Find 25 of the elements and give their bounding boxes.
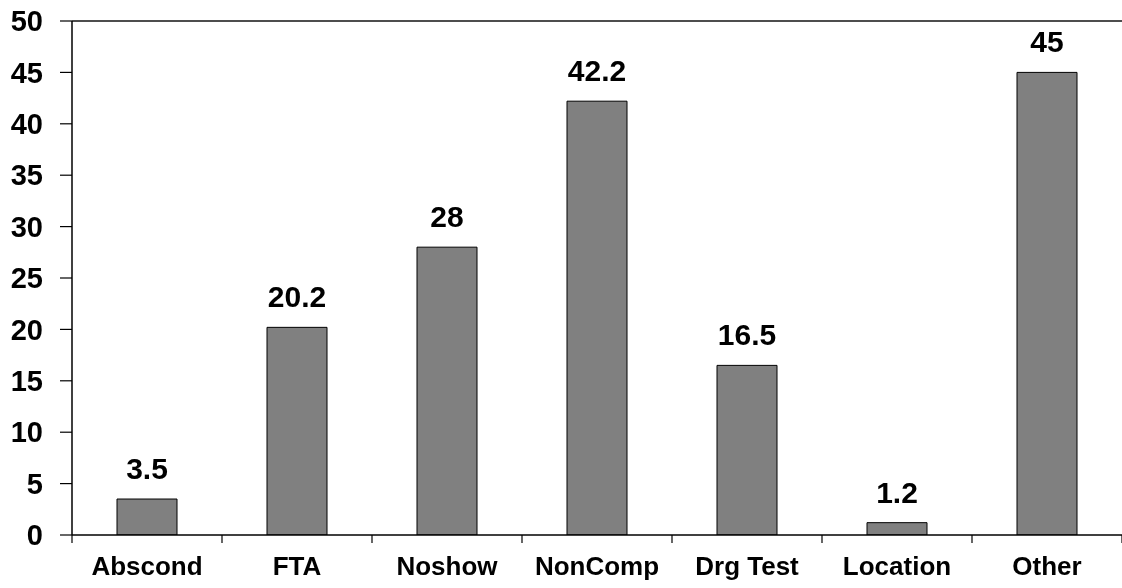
x-tick-label: Location	[842, 551, 952, 582]
y-tick-label: 15	[10, 365, 43, 398]
y-tick-label: 50	[10, 5, 43, 38]
y-tick-label: 40	[10, 108, 43, 141]
data-label: 42.2	[567, 54, 627, 88]
y-tick-label: 35	[10, 159, 43, 192]
x-tick-label: Other	[1012, 551, 1082, 582]
data-label: 16.5	[717, 318, 777, 352]
x-tick-label: FTA	[272, 551, 322, 582]
y-tick-label: 10	[10, 416, 43, 449]
x-tick-label: Drg Test	[695, 551, 800, 582]
y-tick-label: 25	[10, 262, 43, 295]
data-label: 28	[430, 200, 464, 234]
y-tick-label: 0	[26, 519, 43, 552]
data-label: 45	[1030, 25, 1064, 59]
x-tick-label: NonComp	[534, 551, 660, 582]
y-tick-label: 20	[10, 313, 43, 346]
data-label: 3.5	[126, 452, 168, 486]
data-label: 20.2	[267, 280, 327, 314]
data-label: 1.2	[876, 475, 918, 509]
x-tick-label: Abscond	[91, 551, 203, 582]
y-tick-label: 30	[10, 210, 43, 243]
y-tick-label: 45	[10, 56, 43, 89]
x-tick-label: Noshow	[396, 551, 499, 582]
y-tick-label: 5	[26, 467, 43, 500]
